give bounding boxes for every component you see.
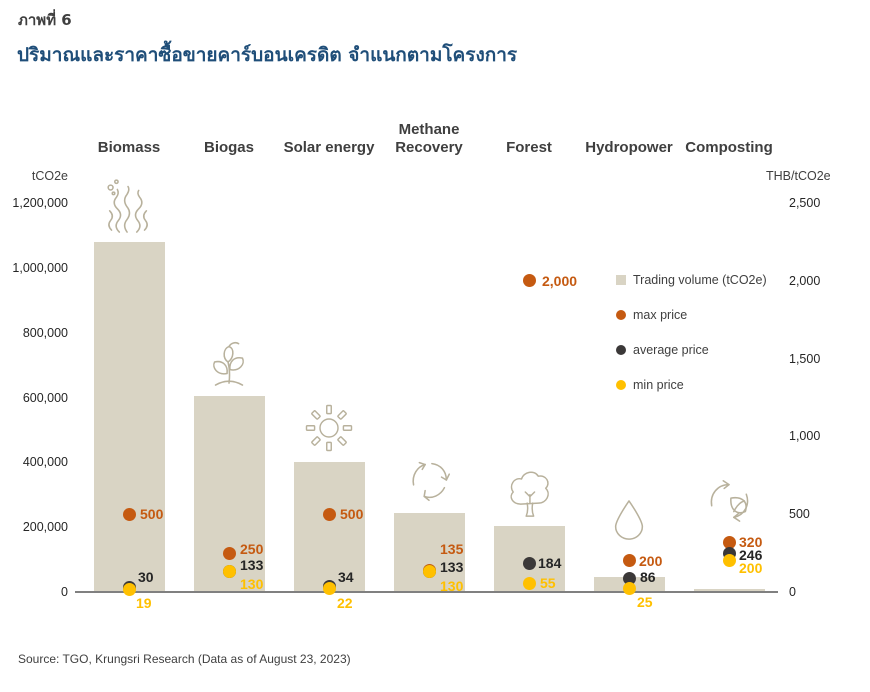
min-price-label-biomass: 19	[136, 595, 152, 612]
right-axis-tick: 1,000	[789, 429, 821, 444]
min-price-dot-biogas	[222, 565, 236, 579]
max-price-label-methane-recovery: 135	[440, 540, 464, 557]
trading-volume-bar-methane-recovery	[393, 512, 465, 592]
min-price-dot-biomass	[122, 582, 136, 596]
chart-legend: Trading volume (tCO2e) max price average p…	[616, 272, 767, 392]
min-price-label-composting: 200	[739, 559, 763, 576]
average-price-dot-forest	[522, 556, 536, 570]
category-header-biogas: Biogas	[203, 139, 254, 156]
legend-item: max price	[616, 307, 767, 322]
max-price-dot-biogas	[222, 546, 236, 560]
biomass-icon	[98, 174, 160, 234]
average-price-label-hydropower: 86	[640, 568, 656, 585]
right-axis-unit: THB/tCO2e	[766, 169, 831, 183]
average-price-label-composting: 246	[739, 546, 763, 563]
max-price-dot-composting	[722, 535, 736, 549]
category-header-forest: Forest	[506, 139, 552, 156]
right-axis-tick: 2,500	[789, 196, 821, 210]
max-price-dot-forest	[522, 274, 536, 288]
max-price-dot-biomass	[122, 507, 136, 521]
legend-swatch-circle	[616, 344, 626, 355]
legend-swatch-square	[616, 274, 626, 285]
max-price-label-composting: 320	[739, 534, 763, 551]
legend-swatch-circle	[616, 379, 626, 390]
legend-label: max price	[633, 307, 688, 322]
average-price-label-solar-energy: 34	[338, 568, 354, 585]
biogas-icon	[204, 334, 254, 388]
category-header-methane-recovery: Methane Recovery	[395, 121, 463, 156]
category-header-composting: Composting	[685, 139, 773, 156]
min-price-dot-hydropower	[622, 581, 636, 595]
max-price-dot-hydropower	[622, 554, 636, 568]
legend-label: min price	[633, 377, 684, 392]
trading-volume-bar-biomass	[93, 241, 165, 592]
composting-icon	[701, 475, 757, 525]
trading-volume-bar-solar-energy	[293, 462, 365, 592]
methane-recovery-icon	[402, 453, 456, 507]
category-header-hydropower: Hydropower	[585, 139, 673, 156]
left-axis-unit: tCO2e	[31, 169, 68, 183]
min-price-dot-methane-recovery	[422, 565, 436, 579]
average-price-label-forest: 184	[538, 555, 562, 572]
trading-volume-bar-composting	[693, 588, 765, 592]
legend-item: min price	[616, 377, 767, 392]
legend-swatch-circle	[616, 309, 626, 320]
min-price-label-hydropower: 25	[637, 594, 653, 611]
max-price-label-solar-energy: 500	[340, 506, 364, 523]
legend-item: average price	[616, 342, 767, 357]
average-price-label-methane-recovery: 133	[440, 559, 464, 576]
min-price-label-biogas: 130	[240, 575, 264, 592]
left-axis-tick: 1,200,000	[12, 196, 68, 210]
legend-label: Trading volume (tCO2e)	[633, 272, 767, 287]
max-price-label-biomass: 500	[140, 506, 164, 523]
right-axis-tick: 1,500	[789, 351, 821, 366]
hydropower-icon	[612, 499, 646, 541]
min-price-dot-solar-energy	[322, 582, 336, 596]
legend-item: Trading volume (tCO2e)	[616, 272, 767, 287]
left-axis-tick: 800,000	[22, 325, 68, 340]
left-axis-tick: 0	[61, 585, 68, 599]
forest-icon	[501, 466, 557, 518]
average-price-label-biomass: 30	[138, 569, 154, 586]
source-note: Source: TGO, Krungsri Research (Data as …	[18, 652, 351, 666]
min-price-dot-composting	[722, 554, 736, 568]
min-price-label-solar-energy: 22	[337, 594, 353, 611]
right-axis-tick: 2,000	[789, 273, 821, 288]
max-price-label-biogas: 250	[240, 541, 264, 558]
average-price-label-biogas: 133	[240, 557, 264, 574]
category-header-solar-energy: Solar energy	[283, 139, 375, 156]
left-axis-tick: 1,000,000	[12, 260, 68, 275]
min-price-label-methane-recovery: 130	[440, 577, 464, 594]
min-price-label-forest: 55	[540, 575, 556, 592]
figure-number-label: ภาพที่ 6	[18, 11, 72, 29]
max-price-label-hydropower: 200	[639, 552, 663, 569]
max-price-label-forest: 2,000	[542, 272, 578, 289]
chart-title: ปริมาณและราคาซื้อขายคาร์บอนเครดิต จำแนกต…	[17, 44, 518, 66]
max-price-dot-solar-energy	[322, 507, 336, 521]
solar-icon	[301, 401, 357, 455]
left-axis-tick: 400,000	[22, 455, 68, 470]
legend-label: average price	[633, 342, 709, 357]
category-header-biomass: Biomass	[97, 139, 161, 156]
right-axis-tick: 0	[789, 585, 796, 599]
x-axis-line	[75, 591, 778, 593]
left-axis-tick: 200,000	[22, 520, 68, 535]
right-axis-tick: 500	[789, 507, 810, 522]
left-axis-tick: 600,000	[22, 390, 68, 405]
min-price-dot-forest	[522, 576, 536, 590]
